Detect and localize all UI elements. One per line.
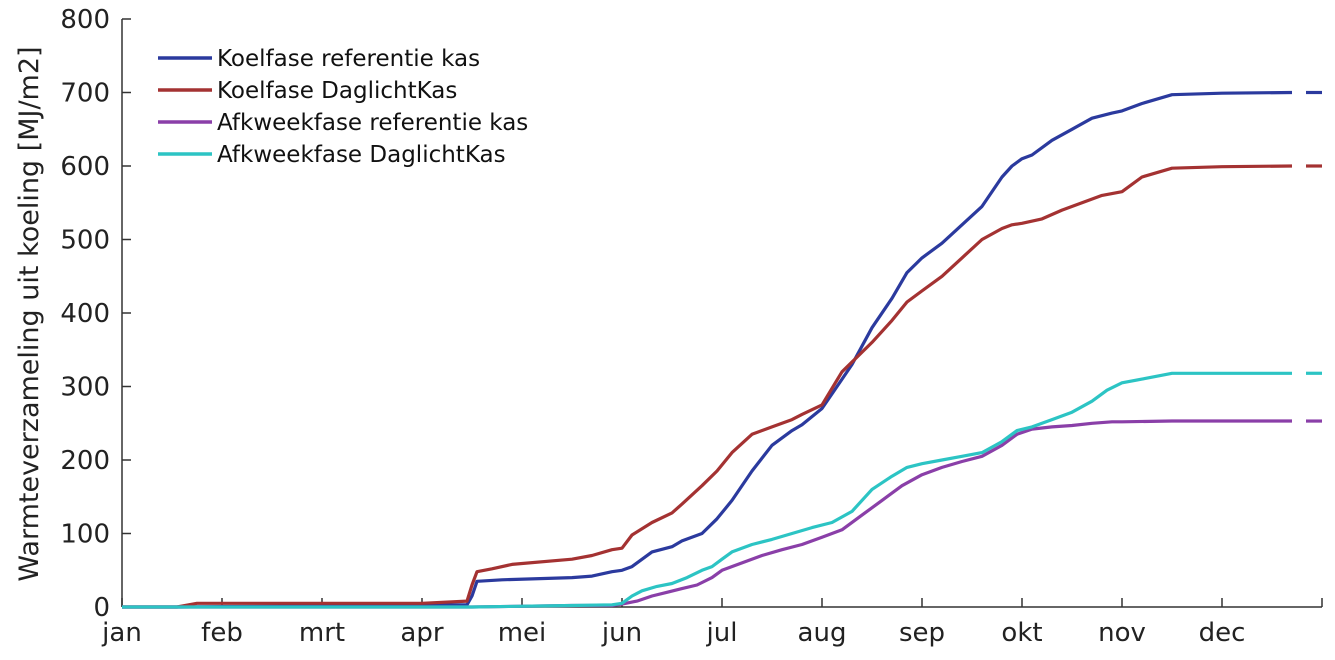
- legend: Koelfase referentie kas Koelfase Daglicht…: [158, 46, 528, 168]
- x-tick-label: nov: [1098, 618, 1146, 648]
- legend-label-3: Afkweekfase referentie kas: [217, 110, 528, 136]
- series-line-4: [122, 371, 1292, 609]
- y-tick-label: 800: [60, 5, 110, 35]
- x-tick-label: jan: [101, 618, 142, 648]
- series-line-3: [122, 419, 1292, 609]
- y-tick-label: 700: [60, 79, 110, 109]
- x-tick-label: aug: [798, 618, 847, 648]
- x-tick-label: apr: [400, 618, 443, 648]
- y-tick-label: 400: [60, 299, 110, 329]
- y-tick-label: 0: [93, 593, 110, 623]
- y-tick-label: 300: [60, 373, 110, 403]
- y-tick-label: 200: [60, 446, 110, 476]
- y-axis-title: Warmteverzameling uit koeling [MJ/m2]: [14, 46, 45, 581]
- x-tick-label: okt: [1001, 618, 1042, 648]
- x-tick-label: jun: [601, 618, 642, 648]
- y-tick-label: 500: [60, 226, 110, 256]
- legend-label-1: Koelfase referentie kas: [217, 46, 480, 72]
- x-tick-label: dec: [1199, 618, 1246, 648]
- axes: 0 100 200 300 400 500 600 700 800 jan feb mrt apr mei…: [60, 5, 1323, 648]
- x-tick-label: jul: [706, 618, 738, 648]
- x-tick-label: feb: [201, 618, 243, 648]
- series-line-2: [122, 164, 1293, 609]
- x-tick-label: sep: [899, 618, 945, 648]
- legend-label-4: Afkweekfase DaglichtKas: [217, 142, 506, 168]
- x-tick-label: mei: [498, 618, 547, 648]
- x-tick-label: mrt: [299, 618, 345, 648]
- y-tick-label: 100: [60, 520, 110, 550]
- y-tick-label: 600: [60, 152, 110, 182]
- legend-label-2: Koelfase DaglichtKas: [217, 78, 457, 104]
- series-line-1: [122, 90, 1293, 609]
- plot-series: [122, 90, 1324, 609]
